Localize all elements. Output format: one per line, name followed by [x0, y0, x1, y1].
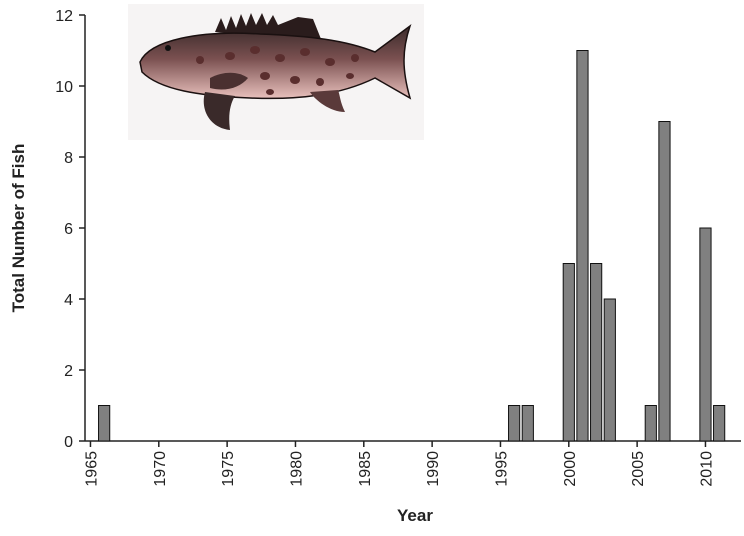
bar	[603, 298, 616, 442]
bar	[699, 227, 712, 442]
y-tick-label: 12	[55, 8, 73, 25]
y-tick-label: 8	[64, 150, 73, 167]
x-tick-label: 1965	[83, 451, 100, 487]
bar	[576, 50, 589, 442]
bar	[521, 405, 534, 442]
y-tick-label: 6	[64, 221, 73, 238]
x-tick-label: 2000	[562, 451, 579, 487]
fish-illustration	[128, 4, 424, 140]
x-tick-label: 2010	[698, 451, 715, 487]
bar	[508, 405, 521, 442]
y-axis-title: Total Number of Fish	[9, 144, 28, 313]
bar	[644, 405, 657, 442]
y-tick-label: 2	[64, 363, 73, 380]
bar	[713, 405, 726, 442]
x-axis-title: Year	[397, 506, 433, 525]
x-tick-label: 1975	[220, 451, 237, 487]
x-tick-label: 1970	[152, 451, 169, 487]
x-tick-label: 1985	[357, 451, 374, 487]
x-tick-label: 1995	[493, 451, 510, 487]
y-tick-label: 0	[64, 434, 73, 451]
bar	[658, 121, 671, 442]
y-tick-label: 4	[64, 292, 73, 309]
bar	[98, 405, 111, 442]
x-tick-label: 2005	[630, 451, 647, 487]
bar	[590, 263, 603, 442]
x-tick-label: 1990	[425, 451, 442, 487]
bar	[562, 263, 575, 442]
x-tick-label: 1980	[288, 451, 305, 487]
y-tick-label: 10	[55, 79, 73, 96]
